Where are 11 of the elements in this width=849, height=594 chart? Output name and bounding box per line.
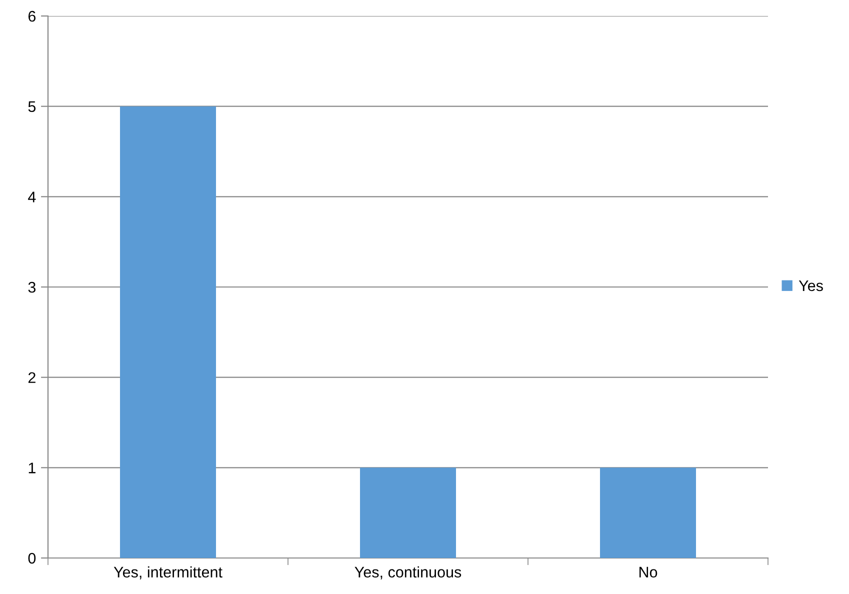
- y-tick-label: 3: [28, 282, 36, 293]
- x-tick-label: Yes, intermittent: [114, 566, 222, 580]
- x-tick-label: No: [639, 566, 658, 578]
- y-tick-label: 4: [28, 192, 36, 202]
- x-tick-label: Yes, continuous: [354, 566, 462, 580]
- y-tick-label: 2: [28, 372, 36, 383]
- y-tick-label: 0: [28, 552, 36, 564]
- legend-label: Yes: [798, 280, 823, 292]
- y-tick-label: 5: [28, 101, 36, 112]
- y-tick-label: 1: [28, 462, 36, 474]
- y-tick-label: 6: [28, 10, 36, 22]
